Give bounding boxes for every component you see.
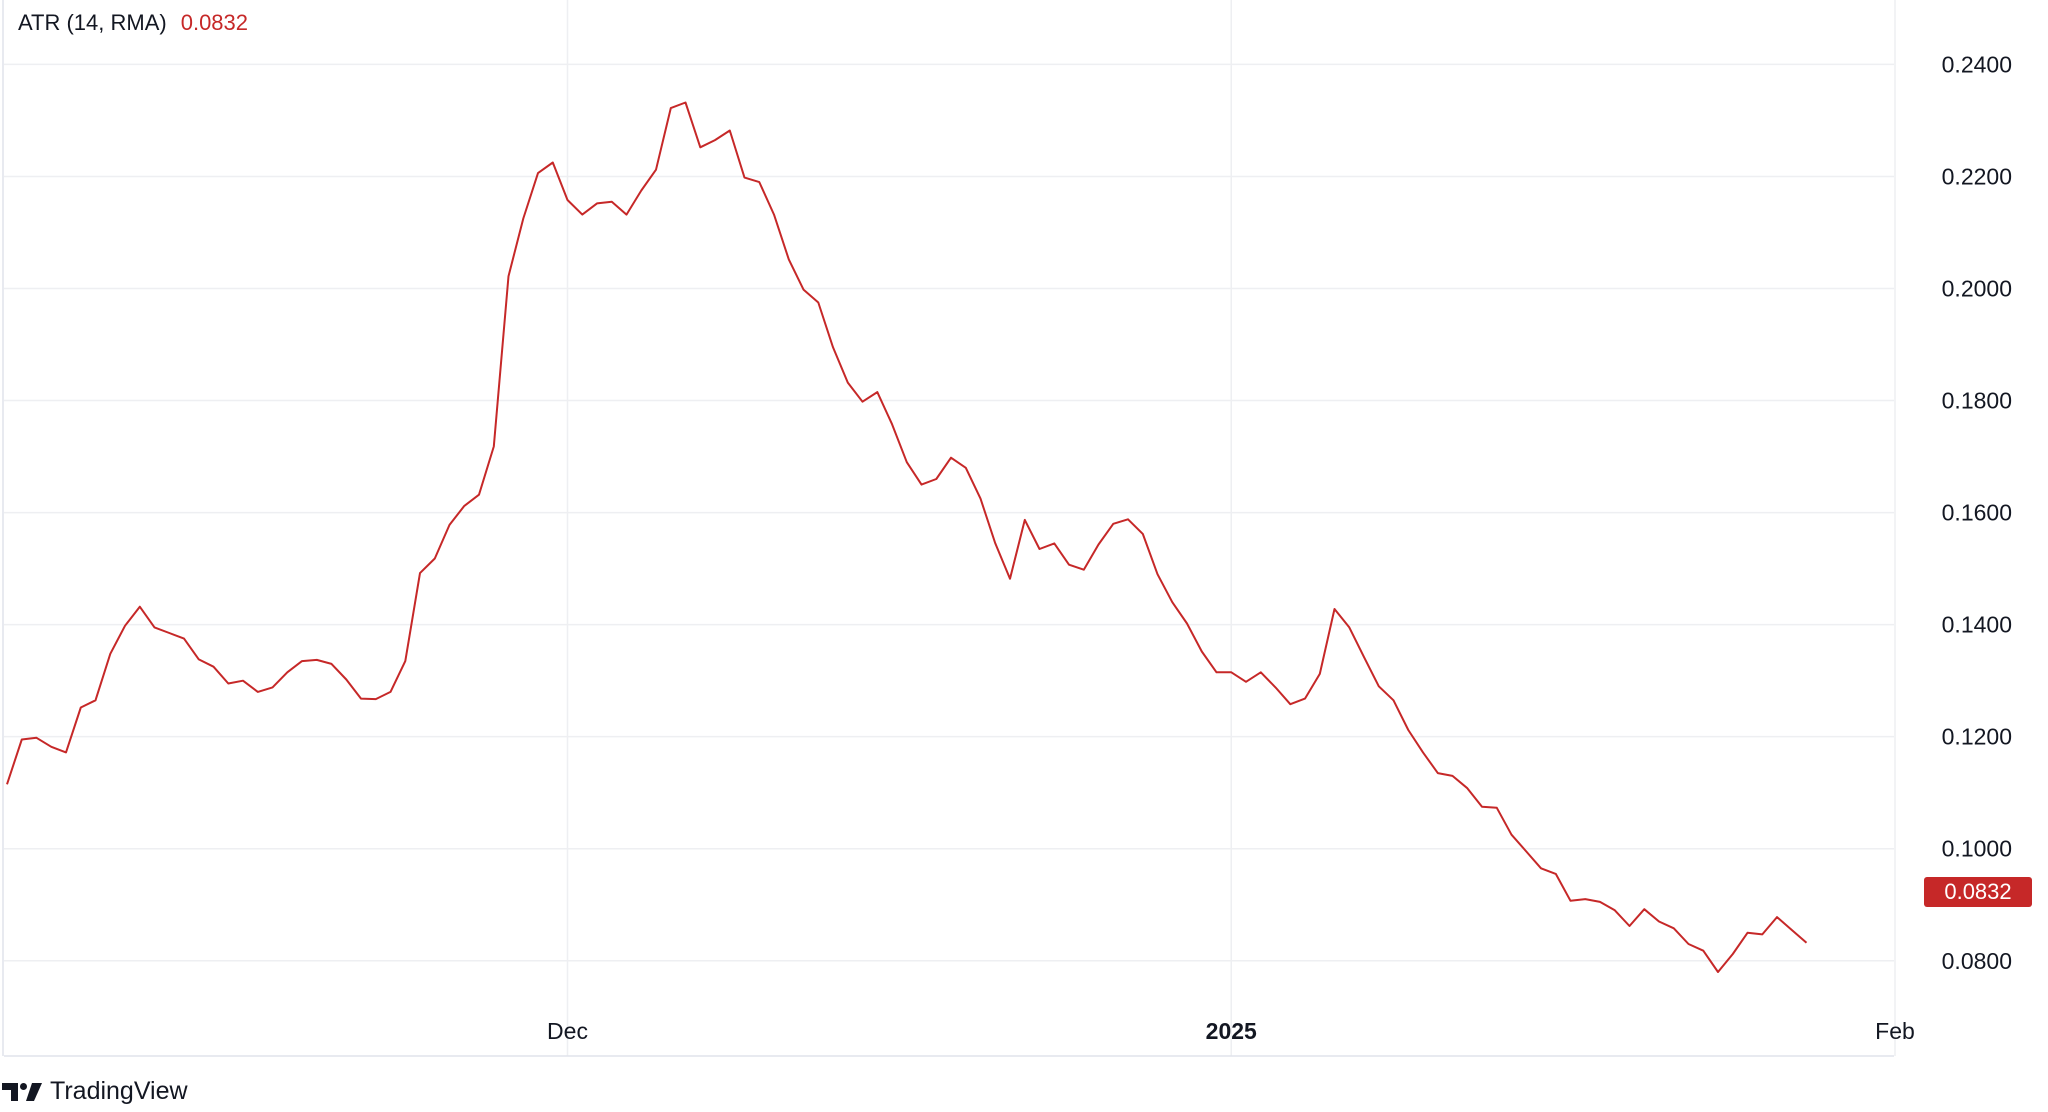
- y-tick-label: 0.2000: [1942, 276, 2012, 302]
- x-tick-label: Dec: [547, 1018, 588, 1044]
- y-tick-label: 0.1800: [1942, 388, 2012, 414]
- grid-lines: [4, 0, 1896, 1056]
- last-value-badge: 0.0832: [1924, 877, 2032, 907]
- price-axis[interactable]: 0.2400 0.2200 0.2000 0.1800 0.1600 0.1400 0.12…: [1942, 51, 2012, 973]
- indicator-value: 0.0832: [180, 10, 249, 35]
- y-tick-label: 0.1000: [1942, 836, 2012, 862]
- y-tick-label: 0.1600: [1942, 500, 2012, 526]
- y-tick-label: 0.2400: [1942, 51, 2012, 77]
- y-tick-label: 0.1200: [1942, 724, 2012, 750]
- time-axis[interactable]: Dec2025FebMar: [547, 1018, 2048, 1044]
- y-tick-label: 0.1400: [1942, 612, 2012, 638]
- x-tick-label: Feb: [1875, 1018, 1915, 1044]
- indicator-legend[interactable]: ATR (14, RMA) 0.0832: [18, 10, 248, 36]
- tradingview-branding[interactable]: TradingView: [2, 1077, 188, 1106]
- x-tick-label: 2025: [1206, 1018, 1257, 1044]
- atr-series-line: [6, 101, 1808, 973]
- brand-name: TradingView: [50, 1077, 188, 1105]
- y-tick-label: 0.0800: [1942, 948, 2012, 974]
- tradingview-logo-icon: [2, 1082, 42, 1101]
- y-tick-label: 0.2200: [1942, 163, 2012, 189]
- indicator-name: ATR (14, RMA): [18, 10, 167, 35]
